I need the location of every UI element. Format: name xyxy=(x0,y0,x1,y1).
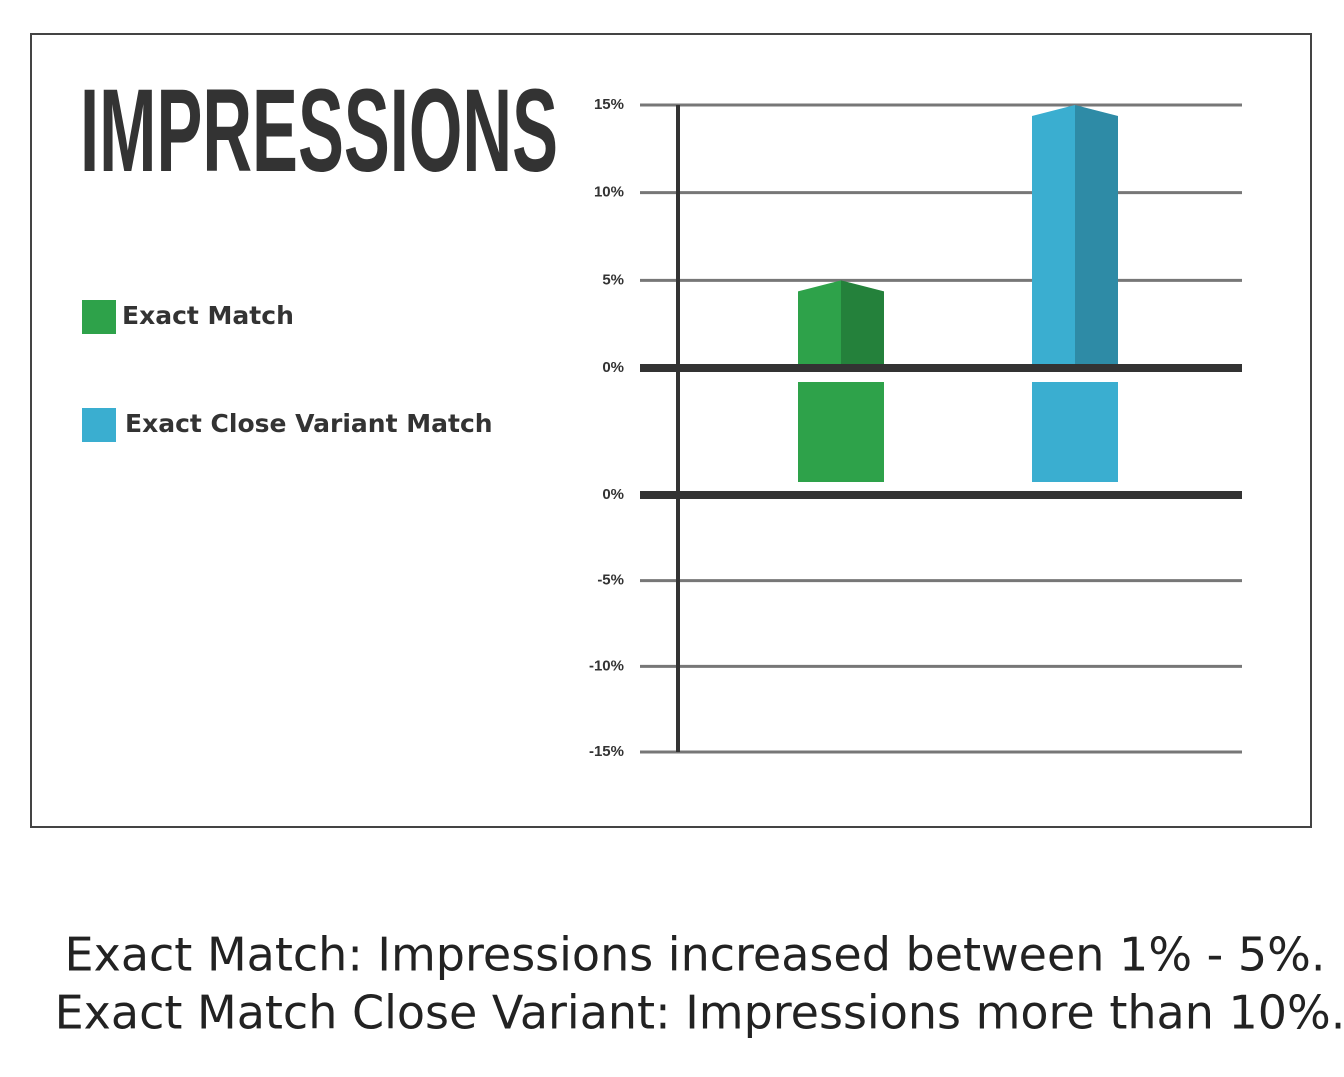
bar-shade xyxy=(841,280,884,364)
caption: Exact Match Close Variant: Impressions m… xyxy=(55,986,1344,1040)
y-tick-label: 10% xyxy=(594,184,624,201)
bar xyxy=(1032,105,1118,364)
legend-label: Exact Match xyxy=(122,301,294,330)
y-tick-label: 5% xyxy=(602,271,624,288)
bar-break-segment xyxy=(1032,382,1118,482)
bar-break-segment xyxy=(798,382,884,482)
y-tick-label: 0% xyxy=(602,359,624,376)
y-tick-label: 0% xyxy=(602,486,624,503)
y-tick-label: -5% xyxy=(597,572,624,589)
chart-title: IMPRESSIONS xyxy=(80,65,558,197)
y-tick-label: -10% xyxy=(589,657,624,674)
bar-shade xyxy=(1075,105,1118,364)
legend-swatch xyxy=(82,300,116,334)
caption: Exact Match: Impressions increased betwe… xyxy=(65,928,1326,982)
chart-frame xyxy=(30,33,1312,828)
y-tick-label: 15% xyxy=(594,96,624,113)
legend-swatch xyxy=(82,408,116,442)
bar xyxy=(798,280,884,364)
legend-label: Exact Close Variant Match xyxy=(125,409,493,438)
y-tick-label: -15% xyxy=(589,743,624,760)
